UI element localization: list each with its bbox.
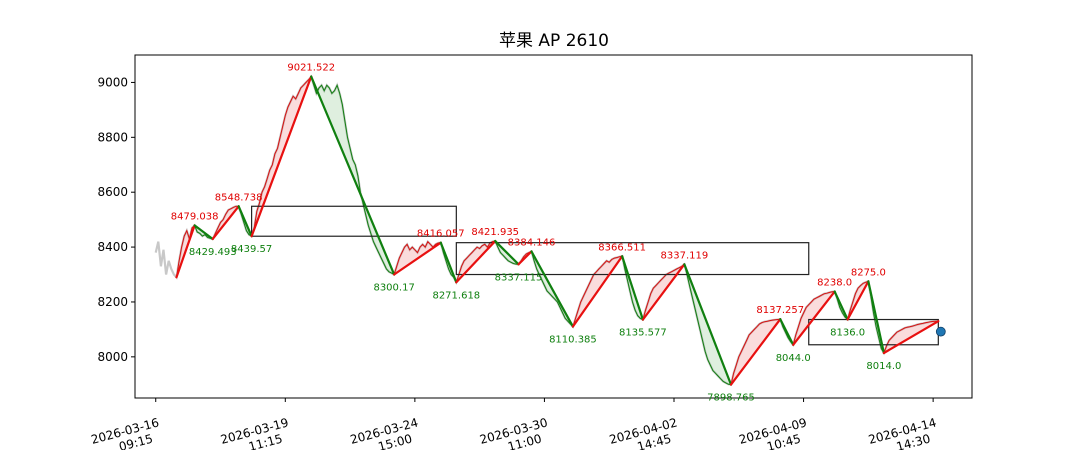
peak-label: 8337.119 [661, 250, 709, 261]
peak-label: 9021.522 [287, 63, 335, 74]
y-tick-label: 8400 [97, 240, 128, 254]
zigzag-up-segment [882, 320, 940, 355]
up-swing-trace [642, 263, 685, 320]
zigzag-up-segment [250, 75, 313, 238]
up-swing-trace [792, 291, 835, 345]
up-swing-fill [176, 225, 195, 278]
peak-label: 8421.935 [471, 227, 519, 238]
zigzag-down-segment [683, 263, 733, 386]
peak-label: 8416.057 [417, 229, 465, 240]
y-tick-label: 8600 [97, 185, 128, 199]
x-tick-label: 2026-04-1414:30 [867, 415, 942, 450]
chart-title: 苹果 AP 2610 [499, 31, 609, 51]
trough-label: 8300.17 [373, 282, 414, 293]
zigzag-down-segment [833, 290, 849, 321]
up-swing-trace [847, 280, 869, 320]
y-tick-label: 8200 [97, 295, 128, 309]
trough-label: 7898.765 [707, 393, 755, 404]
trough-label: 8136.0 [830, 328, 865, 339]
y-tick-label: 8000 [97, 350, 128, 364]
peak-label: 8137.257 [756, 305, 804, 316]
trough-label: 8135.577 [619, 328, 667, 339]
peak-label: 8275.0 [851, 267, 886, 278]
down-swing-trace [194, 225, 213, 240]
swing-labels: 8479.038 8429.493 8548.738 8439.57 9021.522 8… [171, 63, 902, 404]
peak-label: 8479.038 [171, 211, 219, 222]
zigzag-up-segment [517, 250, 533, 266]
trough-label: 8014.0 [866, 361, 901, 372]
zigzag-down-segment [237, 205, 253, 238]
zigzag-down-segment [193, 224, 214, 241]
zigzag-down-segment [310, 75, 396, 276]
zigzag-lines [175, 75, 940, 386]
zigzag-down-segment [779, 318, 795, 346]
x-tick-label: 2026-04-0214:45 [608, 415, 683, 450]
trough-label: 8439.57 [231, 244, 272, 255]
range-boxes [251, 205, 939, 346]
zigzag-up-segment [211, 205, 240, 241]
down-swing-trace [621, 256, 644, 320]
zigzag-up-segment [175, 224, 196, 279]
trough-label: 8337.115 [495, 272, 543, 283]
zigzag-down-segment [530, 250, 575, 328]
peak-label: 8238.0 [817, 278, 852, 289]
x-tick-label: 2026-03-3011:00 [478, 415, 553, 450]
zigzag-down-segment [621, 255, 645, 321]
up-swing-trace [176, 225, 195, 278]
range-box [455, 242, 810, 276]
zigzag-up-segment [571, 255, 624, 328]
up-swing-trace [572, 255, 623, 327]
zigzag-up-segment [641, 263, 686, 321]
zigzag-up-segment [455, 239, 497, 284]
down-swing-trace [683, 264, 732, 386]
y-tick-label: 9000 [97, 75, 128, 89]
down-swing-trace [310, 76, 395, 275]
range-box [251, 205, 457, 237]
plot-frame [134, 54, 973, 399]
up-swing-trace [212, 205, 239, 240]
trough-label: 8110.385 [549, 335, 597, 346]
trough-label: 8429.493 [189, 247, 237, 258]
zigzag-down-segment [494, 239, 520, 266]
up-swing-trace [251, 76, 312, 237]
x-tick-label: 2026-04-0910:45 [737, 415, 812, 450]
zigzag-up-segment [729, 318, 782, 386]
down-swing-trace [531, 251, 574, 328]
zigzag-up-segment [792, 290, 836, 346]
down-swing-trace [494, 240, 519, 265]
y-tick-label: 8800 [97, 130, 128, 144]
last-price-dot [935, 326, 946, 337]
up-swing-trace [455, 240, 496, 283]
peak-label: 8384.146 [508, 237, 556, 248]
up-swing-trace [730, 318, 781, 385]
zigzag-up-segment [393, 241, 442, 276]
trough-label: 8271.618 [432, 290, 480, 301]
up-swing-trace [883, 320, 939, 354]
x-tick-label: 2026-03-1911:15 [219, 415, 294, 450]
x-tick-label: 2026-03-2415:00 [349, 415, 424, 450]
zigzag-down-segment [439, 241, 458, 284]
peak-label: 8548.738 [215, 192, 263, 203]
trough-label: 8044.0 [776, 353, 811, 364]
last-price-marker [935, 326, 946, 337]
zigzag-up-segment [846, 280, 870, 321]
x-tick-label: 2026-03-1609:15 [90, 415, 165, 450]
price-line [154, 74, 939, 386]
price-trace [154, 74, 939, 386]
zigzag-down-segment [867, 280, 885, 355]
peak-label: 8366.511 [598, 242, 646, 253]
up-swing-fill [883, 321, 939, 353]
